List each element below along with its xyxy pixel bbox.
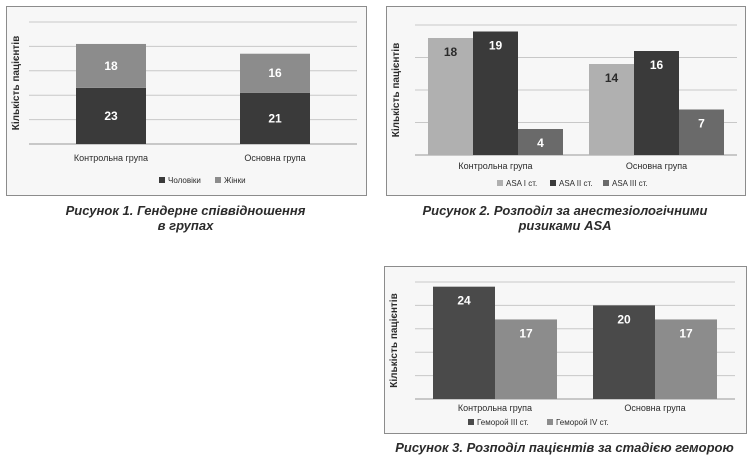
figure-2-data-label: 19 <box>489 39 503 53</box>
figure-3-legend-swatch <box>547 419 553 425</box>
figure-2-chart-panel: Кількість пацієнтів Контрольна група 18 19 4… <box>386 6 746 196</box>
figure-3-data-label: 24 <box>457 294 471 308</box>
figure-2-caption-line-2: ризиками ASA <box>518 218 612 233</box>
figure-3-data-label: 17 <box>519 326 533 340</box>
figure-3-caption-line-1: Рисунок 3. Розподіл пацієнтів за стадією… <box>395 440 734 455</box>
figure-1-legend-swatch <box>159 177 165 183</box>
figure-3-legend-label: Геморой III ст. <box>477 418 529 427</box>
figure-3-category-label: Основна група <box>624 403 685 413</box>
figure-3-y-axis-label: Кількість пацієнтів <box>389 293 400 387</box>
figure-2-data-label: 7 <box>698 117 705 131</box>
figure-2-category-label: Контрольна група <box>458 161 532 171</box>
figure-3-data-label: 17 <box>679 326 693 340</box>
figure-2-legend-label: ASA I ст. <box>506 179 537 188</box>
figure-2-bar <box>589 64 634 155</box>
figure-3-chart: Кількість пацієнтів Контрольна група 24 17 О… <box>389 281 735 427</box>
figure-1-chart: Кількість пацієнтів Контрольна група 23 18 О… <box>11 21 357 185</box>
figure-2-data-label: 18 <box>444 45 458 59</box>
figure-1-legend-swatch <box>215 177 221 183</box>
figure-1-chart-panel: Кількість пацієнтів Контрольна група 23 18 О… <box>6 6 367 196</box>
figure-1-data-label: 21 <box>268 111 282 125</box>
figure-1-legend-label: Жінки <box>224 176 246 185</box>
figure-2-legend-label: ASA III ст. <box>612 179 648 188</box>
figure-1-data-label: 23 <box>104 109 118 123</box>
figure-1-legend-label: Чоловіки <box>168 176 201 185</box>
figure-3-bar <box>433 286 495 399</box>
figure-3-legend-label: Геморой IV ст. <box>556 418 609 427</box>
figure-2-legend-swatch <box>497 180 503 186</box>
figure-1-data-label: 18 <box>104 59 118 73</box>
figure-3-bar <box>495 319 557 399</box>
figure-2-legend-label: ASA II ст. <box>559 179 592 188</box>
figure-1-caption-line-2: в групах <box>157 218 214 233</box>
figure-1-bar <box>240 53 310 93</box>
figure-1-y-axis-label: Кількість пацієнтів <box>11 36 22 130</box>
figure-1-bar <box>240 92 310 144</box>
figure-2-category-label: Основна група <box>626 161 687 171</box>
figure-2-caption: Рисунок 2. Розподіл за анестезіологічним… <box>386 203 744 233</box>
figure-2-legend-swatch <box>603 180 609 186</box>
figure-1-bar <box>76 43 146 88</box>
figure-2-data-label: 14 <box>605 71 619 85</box>
figure-1-category-label: Основна група <box>244 153 305 163</box>
figure-1-category-label: Контрольна група <box>74 153 148 163</box>
figure-2-bar <box>473 31 518 155</box>
figure-2-bar <box>634 51 679 155</box>
figure-3-data-label: 20 <box>617 312 631 326</box>
figure-3-bar <box>655 319 717 399</box>
figure-2-caption-line-1: Рисунок 2. Розподіл за анестезіологічним… <box>422 203 708 218</box>
figure-2-bar <box>428 38 473 155</box>
figure-2-chart: Кількість пацієнтів Контрольна група 18 19 4… <box>391 24 737 188</box>
figure-3-chart-panel: Кількість пацієнтів Контрольна група 24 17 О… <box>384 266 747 434</box>
figure-2-bar <box>679 109 724 155</box>
figure-2-bar <box>518 129 563 155</box>
figure-3-bar <box>593 305 655 399</box>
figure-1-data-label: 16 <box>268 66 282 80</box>
figure-2-data-label: 4 <box>537 136 544 150</box>
figure-3-caption: Рисунок 3. Розподіл пацієнтів за стадією… <box>384 440 745 455</box>
figure-3-legend-swatch <box>468 419 474 425</box>
figure-3-category-label: Контрольна група <box>458 403 532 413</box>
figure-1-bar <box>76 87 146 144</box>
figure-2-data-label: 16 <box>650 58 664 72</box>
figure-2-y-axis-label: Кількість пацієнтів <box>391 43 402 137</box>
figure-1-caption-line-1: Рисунок 1. Гендерне співвідношення <box>65 203 306 218</box>
figure-2-legend-swatch <box>550 180 556 186</box>
figure-1-caption: Рисунок 1. Гендерне співвідношення в гру… <box>6 203 365 233</box>
